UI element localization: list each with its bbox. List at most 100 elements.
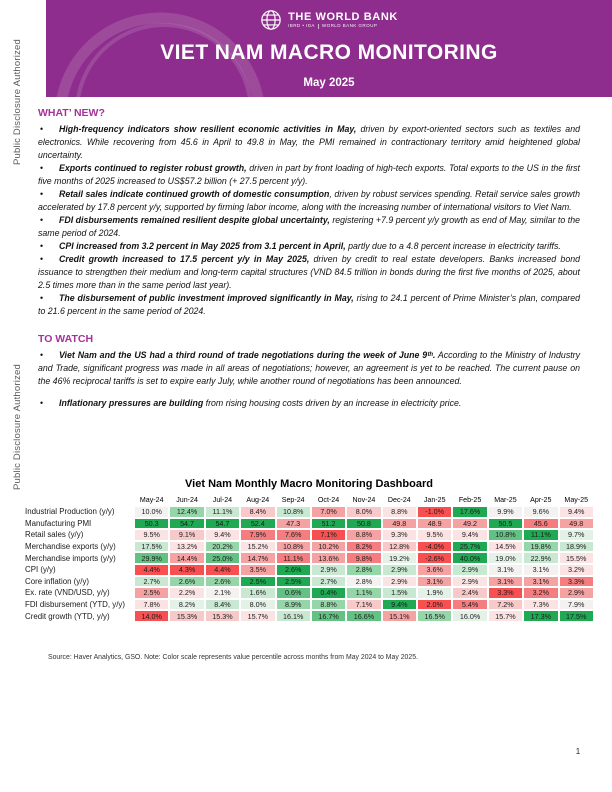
bullet-body-text: from rising housing costs driven by an i… — [203, 398, 462, 408]
to-watch-section: • Viet Nam and the US had a third round o… — [38, 349, 580, 410]
bullet-marker: • — [40, 241, 44, 251]
heatmap-cell: 3.3% — [488, 588, 523, 598]
whats-new-bullet: • Credit growth increased to 17.5 percent… — [38, 253, 580, 292]
heatmap-cell: 2.4% — [453, 588, 487, 598]
heatmap-cell: 2.8% — [347, 576, 381, 587]
world-bank-logo-text: THE WORLD BANK — [288, 11, 398, 23]
heatmap-cell: 22.9% — [524, 553, 558, 563]
bullet-lead-text: Exports continued to register robust gro… — [59, 163, 247, 173]
heatmap-cell: 10.0% — [135, 507, 169, 517]
heatmap-cell: 9.4% — [453, 530, 487, 540]
month-column-header: Jul-24 — [212, 496, 233, 504]
heatmap-cell: 4.4% — [205, 564, 240, 575]
heatmap-cell: 8.9% — [276, 599, 310, 610]
heatmap-cell: 2.9% — [453, 564, 487, 575]
heatmap-cell: 3.5% — [241, 564, 275, 575]
heatmap-cell: -1.0% — [418, 507, 452, 517]
table-corner-cell — [25, 495, 133, 505]
heatmap-cell: 2.1% — [205, 588, 240, 598]
heatmap-cell: -4.0% — [418, 541, 452, 552]
table-row: Retail sales (y/y) 9.5% 9.1% 9.4% 7.9% 7.6% 7.… — [25, 530, 593, 540]
heatmap-cell: 3.2% — [559, 564, 593, 575]
month-column-header: Sep-24 — [281, 496, 305, 504]
heatmap-cell: 47.3 — [276, 518, 310, 529]
heatmap-cell: 17.5% — [135, 541, 169, 552]
bullet-marker: • — [40, 189, 44, 199]
heatmap-cell: 15.2% — [241, 541, 275, 552]
heatmap-cell: 17.3% — [524, 611, 558, 621]
bullet-body-text: driven by credit to real estate develope… — [38, 254, 581, 290]
heatmap-cell: 5.4% — [453, 599, 487, 610]
heatmap-cell: 9.6% — [524, 507, 558, 517]
whats-new-section: • High-frequency indicators show resilien… — [38, 123, 580, 318]
bullet-body-text: , driven by robust services spending. Re… — [38, 189, 580, 212]
heatmap-cell: 0.6% — [276, 588, 310, 598]
bullet-marker: • — [40, 254, 44, 264]
heatmap-cell: 10.2% — [311, 541, 346, 552]
table-row: Core inflation (y/y) 2.7% 2.6% 2.6% 2.5% 2.5%… — [25, 576, 593, 587]
to-watch-bullet: • Inflationary pressures are building fro… — [38, 397, 580, 410]
month-column-header: Mar-25 — [494, 496, 517, 504]
bullet-lead-text: Retail sales indicate continued growth o… — [59, 189, 330, 199]
heatmap-cell: 12.4% — [170, 507, 204, 517]
heatmap-cell: 9.4% — [382, 599, 416, 610]
heatmap-cell: 2.2% — [170, 588, 204, 598]
heatmap-cell: 3.1% — [488, 564, 523, 575]
heatmap-cell: 15.7% — [241, 611, 275, 621]
indicator-label: Retail sales (y/y) — [25, 530, 84, 540]
logo-ibrd-ida-text: IBRD • IDA — [288, 23, 315, 28]
heatmap-cell: 11.1% — [524, 530, 558, 540]
heatmap-cell: 1.5% — [382, 588, 416, 598]
indicator-label: Merchandise imports (y/y) — [25, 553, 116, 563]
heatmap-cell: 3.2% — [524, 588, 558, 598]
heatmap-cell: 3.6% — [418, 564, 452, 575]
table-row: Industrial Production (y/y) 10.0% 12.4% 11.… — [25, 507, 593, 517]
month-column-header: Jan-25 — [423, 496, 446, 504]
heatmap-cell: 9.5% — [418, 530, 452, 540]
heatmap-cell: 2.9% — [311, 564, 346, 575]
heatmap-cell: 1.1% — [347, 588, 381, 598]
indicator-label: Core inflation (y/y) — [25, 576, 90, 586]
heatmap-cell: 8.8% — [382, 507, 416, 517]
indicator-label: FDI disbursement (YTD, y/y) — [25, 600, 125, 610]
bullet-lead-text: CPI increased from 3.2 percent in May 20… — [59, 241, 346, 251]
heatmap-cell: 7.6% — [276, 530, 310, 540]
indicator-label: CPI (y/y) — [25, 565, 56, 575]
heatmap-cell: 2.5% — [135, 588, 169, 598]
heatmap-cell: 8.0% — [241, 599, 275, 610]
heatmap-cell: 7.1% — [347, 599, 381, 610]
heatmap-cell: 2.9% — [382, 576, 416, 587]
whats-new-bullet: • Exports continued to register robust gr… — [38, 162, 580, 188]
heatmap-cell: 25.7% — [453, 541, 487, 552]
heatmap-cell: 16.1% — [276, 611, 310, 621]
heatmap-cell: 1.9% — [418, 588, 452, 598]
heatmap-cell: 9.1% — [170, 530, 204, 540]
macro-dashboard: Viet Nam Monthly Macro Monitoring Dashbo… — [23, 478, 595, 623]
header-banner: THE WORLD BANK IBRD • IDA WORLD BANK GRO… — [46, 0, 612, 97]
logo-group-text: WORLD BANK GROUP — [321, 23, 378, 28]
month-column-header: May-25 — [564, 496, 589, 504]
heatmap-cell: 2.6% — [205, 576, 240, 587]
bullet-body-text: rising to 24.1 percent of Prime Minister… — [38, 293, 580, 316]
month-column-header: Apr-25 — [530, 496, 552, 504]
bullet-lead-text: Credit growth increased to 17.5 percent … — [59, 254, 310, 264]
heatmap-cell: 2.9% — [453, 576, 487, 587]
heatmap-cell: 29.9% — [135, 553, 169, 563]
heatmap-cell: 7.3% — [524, 599, 558, 610]
bullet-body-text: driven by export-oriented sectors such a… — [38, 124, 580, 160]
heatmap-cell: 2.7% — [311, 576, 346, 587]
heatmap-cell: 10.8% — [276, 507, 310, 517]
heatmap-cell: 7.0% — [311, 507, 346, 517]
to-watch-heading: TO WATCH — [38, 333, 94, 345]
heatmap-cell: 20.2% — [205, 541, 240, 552]
heatmap-cell: 9.9% — [488, 507, 523, 517]
table-row: Manufacturing PMI 50.3 54.7 54.7 52.4 47.3 51.… — [25, 518, 593, 529]
heatmap-cell: 52.4 — [241, 518, 275, 529]
heatmap-cell: 0.4% — [311, 588, 346, 598]
globe-icon — [261, 10, 281, 30]
heatmap-cell: 4.3% — [170, 564, 204, 575]
heatmap-cell: 17.6% — [453, 507, 487, 517]
bullet-body-text: partly due to a 4.8 percent increase in … — [345, 241, 561, 251]
bullet-lead-text: Viet Nam and the US had a third round of… — [59, 350, 436, 360]
heatmap-cell: 7.9% — [241, 530, 275, 540]
